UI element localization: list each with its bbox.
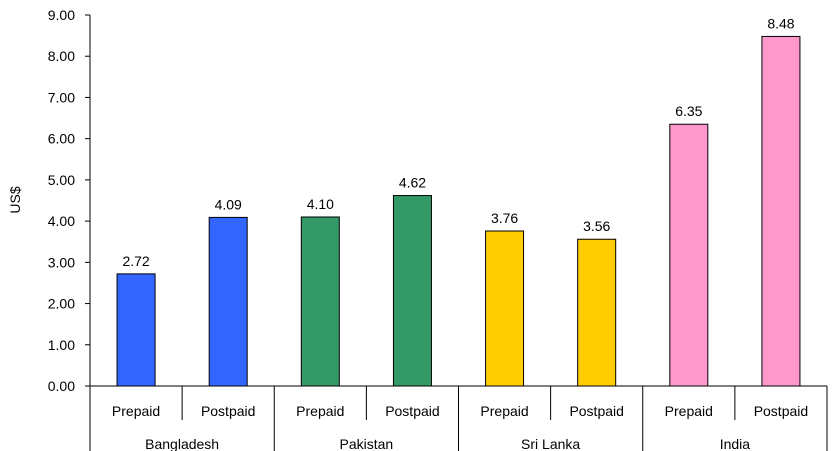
labels-layer: 0.00 1.00 2.00 3.00 4.00 5.00 6.00 7.00 8.00 9.00… (48, 7, 808, 451)
y-tick-label: 0.00 (48, 378, 75, 394)
y-tick-label: 5.00 (48, 172, 75, 188)
y-tick-label: 1.00 (48, 337, 75, 353)
x-category-label: Prepaid (480, 403, 528, 419)
x-category-label: Prepaid (665, 403, 713, 419)
bar-value-label: 6.35 (675, 103, 702, 119)
x-category-label: Postpaid (201, 403, 255, 419)
bar (116, 273, 156, 387)
y-tick-label: 9.00 (48, 7, 75, 23)
x-group-label: Pakistan (340, 436, 394, 451)
bar-value-label: 4.09 (215, 196, 242, 212)
bar-value-label: 4.10 (307, 196, 334, 212)
axis-layer (85, 14, 828, 451)
x-category-label: Postpaid (385, 403, 439, 419)
y-tick-label: 2.00 (48, 296, 75, 312)
bar (669, 123, 709, 387)
bar-value-label: 4.62 (399, 175, 426, 191)
bars-layer (116, 35, 801, 387)
x-category-label: Prepaid (112, 403, 160, 419)
y-tick-label: 3.00 (48, 254, 75, 270)
bar (577, 238, 617, 387)
x-group-label: Bangladesh (145, 436, 219, 451)
x-group-label: Sri Lanka (521, 436, 580, 451)
bar-value-label: 3.56 (583, 218, 610, 234)
y-axis-title: US$ (7, 186, 23, 213)
bar (761, 35, 801, 387)
x-category-label: Postpaid (754, 403, 808, 419)
bar (485, 230, 525, 387)
bar (208, 216, 248, 387)
bar (392, 195, 432, 387)
bar-value-label: 8.48 (767, 15, 794, 31)
x-category-label: Prepaid (296, 403, 344, 419)
bar (300, 216, 340, 387)
y-tick-label: 7.00 (48, 89, 75, 105)
y-tick-label: 6.00 (48, 131, 75, 147)
y-tick-label: 4.00 (48, 213, 75, 229)
bar-value-label: 3.76 (491, 210, 518, 226)
x-category-label: Postpaid (569, 403, 623, 419)
bar-value-label: 2.72 (122, 253, 149, 269)
x-group-label: India (720, 436, 751, 451)
y-tick-label: 8.00 (48, 48, 75, 64)
